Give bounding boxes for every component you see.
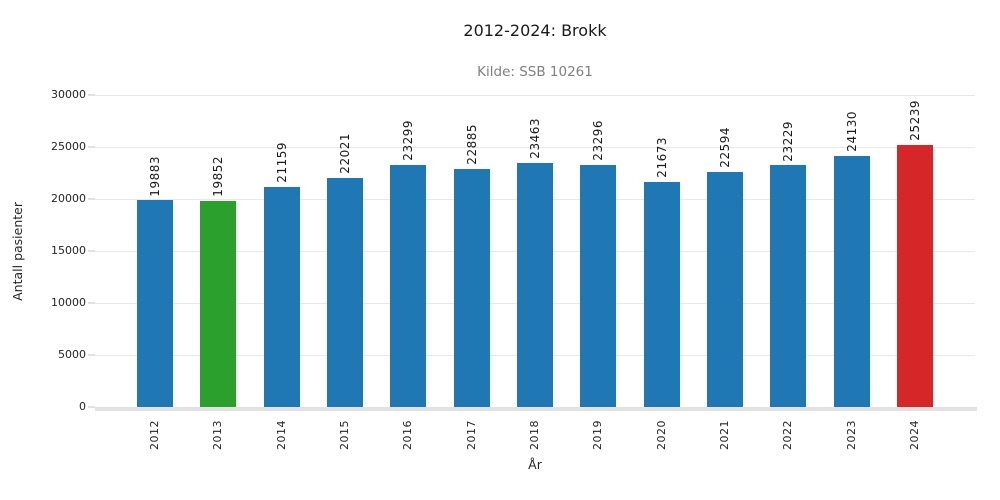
bar-value-label: 21159 (274, 142, 289, 183)
y-tick-mark (88, 354, 95, 356)
x-tick-label: 2018 (528, 420, 541, 450)
bar-2022 (770, 165, 807, 407)
chart-subtitle: Kilde: SSB 10261 (477, 64, 593, 80)
bar-2015 (327, 177, 363, 407)
bar-2024 (897, 144, 933, 407)
bar-value-label: 19852 (211, 155, 226, 197)
bar-2019 (580, 164, 617, 407)
x-tick-label: 2024 (908, 420, 921, 450)
x-tick-label: 2013 (211, 420, 225, 450)
y-tick-label: 0 (79, 400, 86, 413)
y-tick-label: 25000 (51, 140, 86, 153)
bar-value-label: 21673 (654, 136, 669, 178)
bar-2017 (453, 169, 490, 407)
x-tick-label: 2019 (591, 420, 605, 450)
bar-2014 (263, 186, 300, 407)
bar-value-label: 23463 (528, 118, 542, 159)
x-axis-label: År (528, 457, 542, 472)
y-tick-mark (88, 198, 95, 200)
bar-value-label: 22594 (718, 127, 732, 169)
bar-2020 (643, 181, 680, 407)
bar-2023 (833, 156, 870, 407)
bar-value-label: 23229 (781, 120, 796, 162)
y-tick-label: 30000 (51, 88, 86, 101)
x-tick-label: 2022 (781, 420, 795, 450)
y-tick-mark (88, 146, 95, 148)
gridline (95, 146, 975, 148)
y-tick-label: 10000 (51, 296, 86, 309)
bar-2012 (137, 200, 173, 407)
y-tick-mark (88, 406, 95, 408)
bar-value-label: 22885 (464, 124, 479, 165)
x-tick-label: 2020 (654, 420, 668, 450)
x-tick-label: 2023 (844, 420, 858, 450)
y-tick-mark (88, 302, 95, 304)
x-tick-label: 2017 (464, 420, 478, 450)
bar-2013 (200, 200, 237, 407)
bar-value-label: 25239 (908, 99, 922, 141)
bar-value-label: 23296 (591, 120, 606, 161)
bar-2021 (707, 172, 743, 407)
bar-value-label: 22021 (338, 133, 352, 174)
bar-value-label: 23299 (401, 120, 416, 161)
bar-2016 (390, 164, 427, 407)
x-tick-label: 2014 (274, 420, 288, 450)
y-tick-label: 5000 (58, 348, 86, 361)
x-tick-label: 2021 (718, 420, 731, 450)
bar-value-label: 19883 (148, 155, 162, 197)
y-tick-mark (88, 250, 95, 252)
y-tick-mark (88, 94, 95, 96)
y-tick-label: 20000 (51, 192, 86, 205)
x-tick-label: 2015 (338, 420, 351, 450)
x-tick-label: 2016 (401, 420, 415, 450)
plot-area: 19883 19852 21159 22021 23299 22885 23463 23296… (95, 94, 975, 407)
chart-title: 2012-2024: Brokk (463, 21, 607, 40)
gridline (95, 94, 975, 96)
bar-value-label: 24130 (844, 111, 859, 153)
bar-2018 (517, 163, 553, 407)
x-axis-spine (95, 407, 977, 411)
x-tick-label: 2012 (148, 420, 161, 450)
y-tick-label: 15000 (51, 244, 86, 257)
